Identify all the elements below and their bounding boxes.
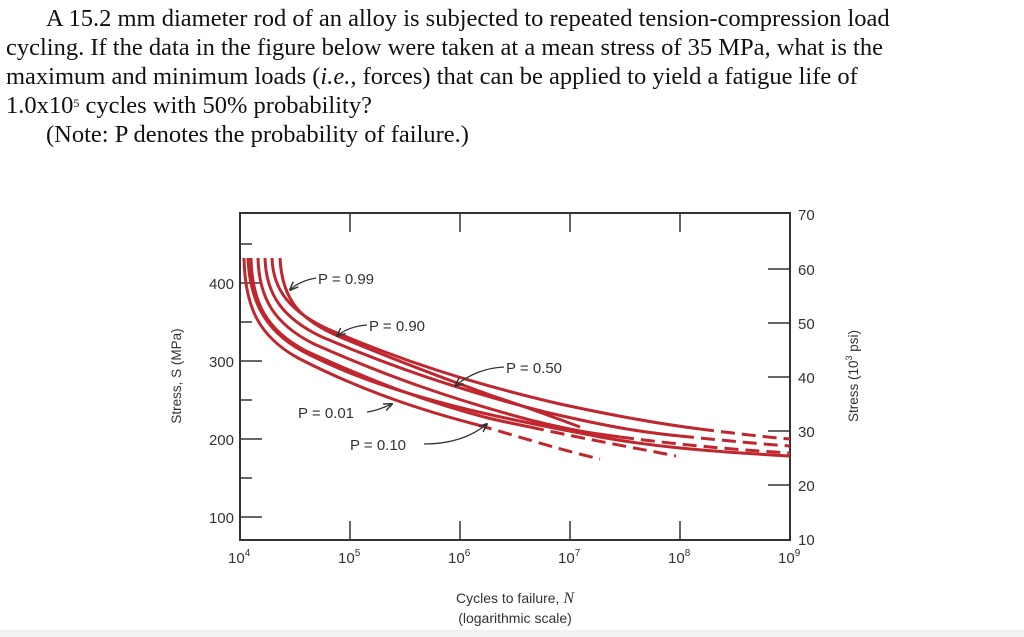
x-axis-title-line1: Cycles to failure, N [456,590,575,607]
y-right-label-70: 70 [798,207,815,224]
question-line-3: maximum and minimum loads (i.e., forces)… [6,63,858,90]
y-axis-title-left: Stress, S (MPa) [169,328,184,423]
y-right-label-50: 50 [798,316,815,333]
label-p090: P = 0.90 [369,318,425,335]
label-p001: P = 0.01 [298,405,354,422]
y-right-labels: 70 60 50 40 30 20 10 [798,207,815,549]
x-ticks [349,213,681,540]
x-label-1e6: 106 [448,548,471,567]
curve-p010-dashed [529,425,677,458]
y-right-label-20: 20 [798,478,815,495]
label-p099: P = 0.99 [318,271,374,288]
bottom-bar [0,630,1024,637]
y-axis-title-right: Stress (103 psi) [844,330,861,422]
curve-p050-dashed [619,435,791,455]
question-line-4: 1.0x105 cycles with 50% probability? [6,92,372,119]
x-label-1e8: 108 [668,548,691,567]
question-note: (Note: P denotes the probability of fail… [46,121,469,148]
x-label-1e7: 107 [558,548,581,567]
annotation-labels: P = 0.99 P = 0.90 P = 0.50 P = 0.01 P = … [298,271,562,454]
annotation-arrows [290,277,505,445]
x-label-1e5: 105 [338,548,361,567]
curves [242,257,791,461]
arrow-p001 [366,404,392,413]
y-right-label-40: 40 [798,370,815,387]
curve-p001 [246,257,791,458]
x-labels: 104 105 106 107 108 109 [228,548,801,567]
y-label-200: 200 [209,432,234,449]
curve-p099-dashed [699,427,791,441]
y-left-ticks [240,243,262,518]
x-label-1e9: 109 [778,548,801,567]
label-p050: P = 0.50 [506,360,562,377]
question-line-1: A 15.2 mm diameter rod of an alloy is su… [46,5,890,32]
y-left-labels: 400 300 200 100 [209,276,234,527]
curve-p050 [256,257,621,439]
arrow-p010 [423,424,487,445]
y-label-400: 400 [209,276,234,293]
question-line-2: cycling. If the data in the figure below… [6,34,883,61]
y-label-100: 100 [209,510,234,527]
arrow-p099 [290,277,317,290]
x-axis-title-line2: (logarithmic scale) [458,610,572,626]
y-right-label-60: 60 [798,262,815,279]
y-label-300: 300 [209,354,234,371]
x-label-1e4: 104 [228,548,251,567]
label-p010: P = 0.10 [350,437,406,454]
question-text: A 15.2 mm diameter rod of an alloy is su… [6,4,1021,149]
y-right-ticks [768,268,790,486]
curve-p090 [263,257,681,438]
y-right-label-10: 10 [798,532,815,549]
curve-p001-dashed [477,423,601,461]
arrow-p050 [455,366,505,386]
curve-p099 [270,257,701,431]
y-right-label-30: 30 [798,424,815,441]
curve-p010 [249,257,531,429]
arrow-p090 [337,324,368,336]
curve-p001 [242,257,479,427]
